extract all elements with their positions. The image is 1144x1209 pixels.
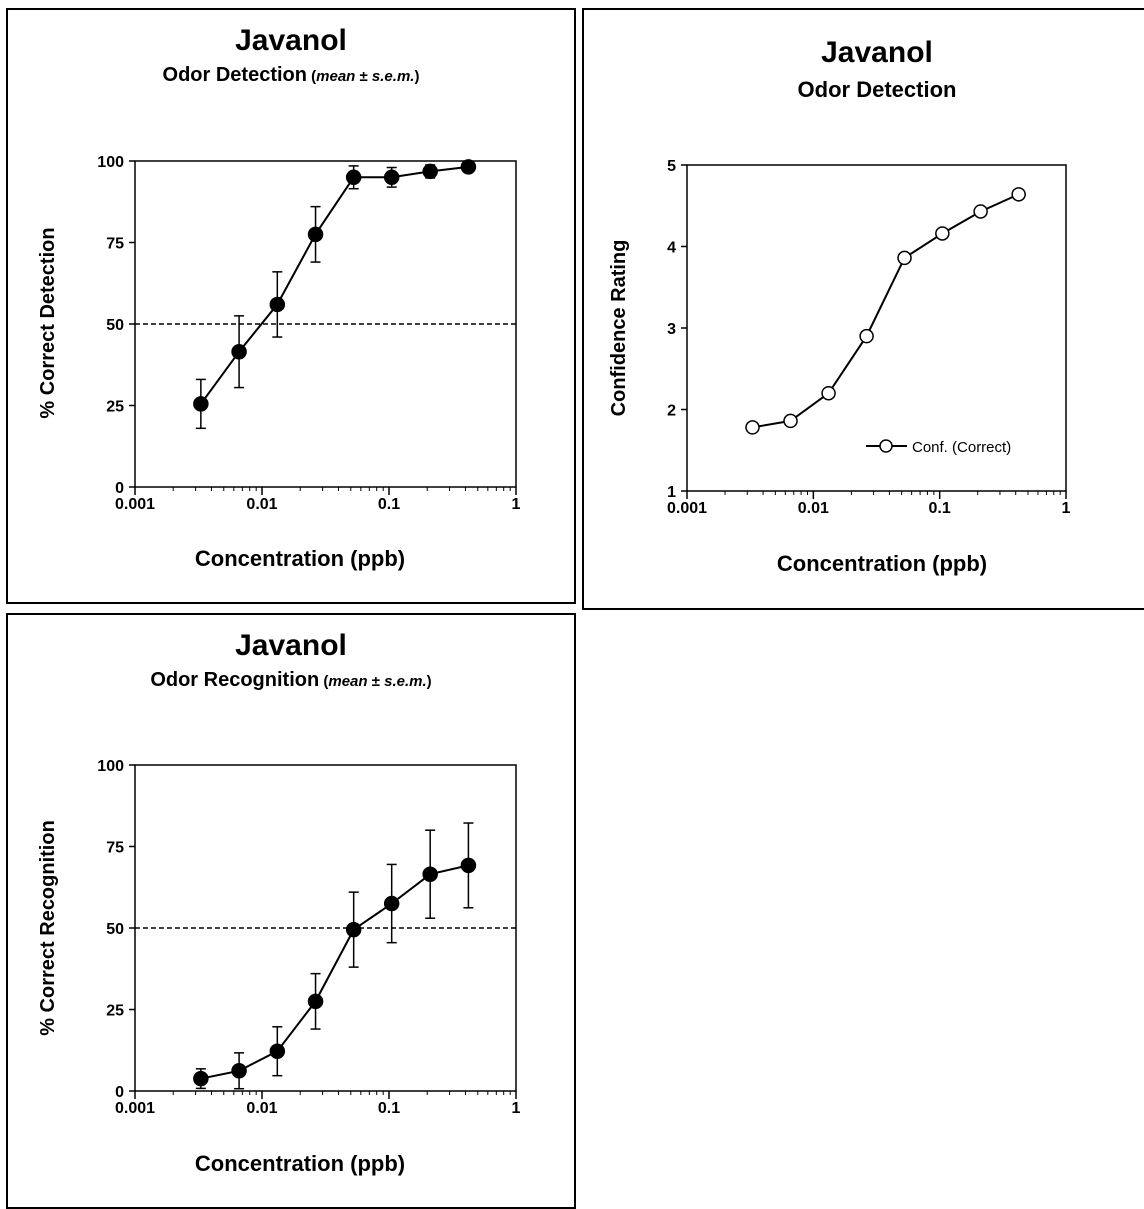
x-tick-label: 0.001 xyxy=(667,500,707,517)
data-point xyxy=(193,396,209,412)
data-point xyxy=(383,169,400,186)
data-point xyxy=(269,296,286,313)
y-tick-label: 50 xyxy=(106,317,124,334)
confidence-panel: Javanol Odor Detection Concentration (pp… xyxy=(582,8,1144,610)
data-point xyxy=(859,328,874,344)
data-point xyxy=(345,921,362,938)
plot-area: 0 25 50 75 100 0.001 0.01 0.1 1 xyxy=(97,758,520,1117)
y-tick-label: 25 xyxy=(106,1003,124,1020)
data-point xyxy=(460,159,477,175)
y-tick-label: 100 xyxy=(97,758,124,775)
x-tick-label: 0.1 xyxy=(929,500,951,517)
chart-title: Javanol xyxy=(821,36,933,69)
x-axis-label: Concentration (ppb) xyxy=(777,551,987,576)
y-tick-label: 75 xyxy=(106,840,124,857)
data-point xyxy=(231,1063,247,1079)
data-point xyxy=(307,993,324,1010)
y-tick-label: 25 xyxy=(106,399,124,416)
data-point xyxy=(231,343,247,360)
y-tick-label: 5 xyxy=(667,158,676,175)
data-point xyxy=(422,866,438,882)
y-tick-label: 0 xyxy=(115,1084,124,1101)
data-point xyxy=(193,1070,209,1087)
recognition-panel: Javanol Odor Recognition (mean ± s.e.m.)… xyxy=(6,613,576,1209)
data-point xyxy=(345,169,362,186)
data-point xyxy=(897,250,912,266)
x-tick-label: 0.01 xyxy=(246,496,277,513)
x-tick-label: 1 xyxy=(512,1100,521,1117)
chart-title: Javanol xyxy=(235,24,347,57)
chart-subtitle: Odor Detection xyxy=(798,77,957,102)
series-line xyxy=(752,193,1020,429)
detection-chart: Javanol Odor Detection (mean ± s.e.m.) C… xyxy=(37,24,521,571)
data-point xyxy=(745,420,760,435)
y-tick-label: 4 xyxy=(667,240,676,257)
y-tick-label: 2 xyxy=(667,403,676,420)
confidence-chart: Javanol Odor Detection Concentration (pp… xyxy=(608,36,1071,576)
data-point xyxy=(269,1043,286,1059)
data-point xyxy=(973,204,988,219)
y-tick-label: 1 xyxy=(667,484,676,501)
data-point xyxy=(307,226,324,243)
legend-marker xyxy=(879,439,893,453)
data-point xyxy=(935,226,950,241)
x-tick-label: 1 xyxy=(512,496,521,513)
plot-area: 0 25 50 75 100 0.001 0.01 0.1 1 xyxy=(97,154,520,513)
chart-title: Javanol xyxy=(235,629,347,662)
data-point xyxy=(1011,187,1026,202)
detection-panel: Javanol Odor Detection (mean ± s.e.m.) C… xyxy=(6,8,576,604)
x-tick-label: 0.01 xyxy=(246,1100,277,1117)
y-axis-label: % Correct Detection xyxy=(37,227,59,418)
x-tick-label: 0.1 xyxy=(378,496,400,513)
series-line xyxy=(200,165,469,405)
y-tick-label: 0 xyxy=(115,480,124,497)
x-axis-label: Concentration (ppb) xyxy=(195,1151,405,1176)
x-tick-label: 0.001 xyxy=(115,1100,155,1117)
y-tick-label: 3 xyxy=(667,321,676,338)
x-tick-label: 0.001 xyxy=(115,496,155,513)
x-tick-label: 0.1 xyxy=(378,1100,400,1117)
legend: Conf. (Correct) xyxy=(866,439,1011,456)
chart-subtitle: Odor Recognition (mean ± s.e.m.) xyxy=(150,669,431,691)
recognition-chart: Javanol Odor Recognition (mean ± s.e.m.)… xyxy=(37,629,521,1176)
legend-label: Conf. (Correct) xyxy=(912,439,1011,456)
data-point xyxy=(821,385,836,401)
y-tick-label: 75 xyxy=(106,236,124,253)
data-point xyxy=(422,163,438,180)
data-point xyxy=(783,413,798,429)
chart-subtitle: Odor Detection (mean ± s.e.m.) xyxy=(163,64,420,86)
x-tick-label: 1 xyxy=(1062,500,1071,517)
y-tick-label: 50 xyxy=(106,921,124,938)
data-point xyxy=(460,857,477,874)
y-tick-label: 100 xyxy=(97,154,124,171)
series-line xyxy=(200,864,469,1080)
data-point xyxy=(383,895,400,912)
y-axis-label: % Correct Recognition xyxy=(37,820,59,1036)
x-tick-label: 0.01 xyxy=(798,500,829,517)
x-axis-label: Concentration (ppb) xyxy=(195,546,405,571)
plot-area: 1 2 3 4 5 0.001 0.01 0.1 1 xyxy=(667,158,1071,517)
y-axis-label: Confidence Rating xyxy=(608,240,630,417)
